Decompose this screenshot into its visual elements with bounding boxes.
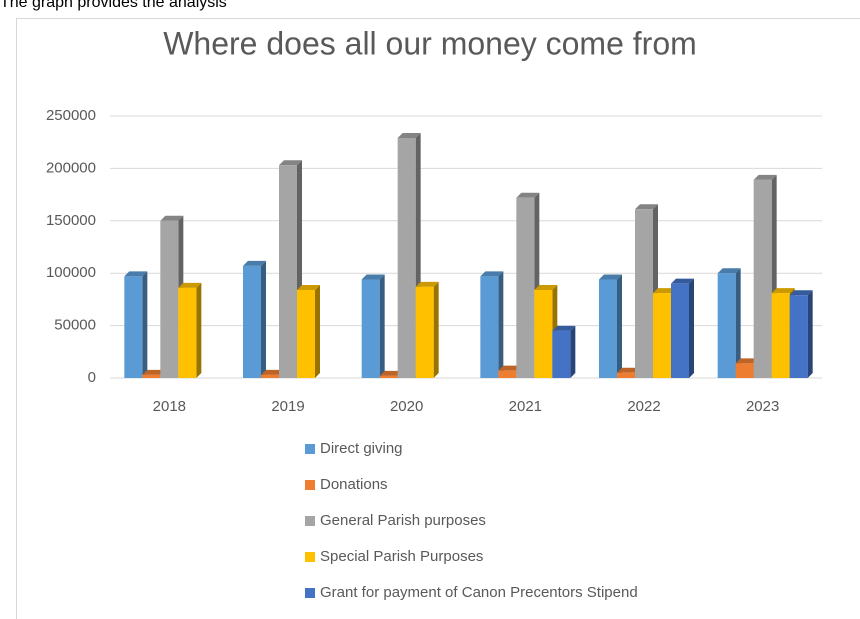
bar-top	[735, 358, 759, 364]
legend-label: Special Parish Purposes	[320, 548, 483, 565]
bar	[261, 374, 279, 378]
bar-side	[735, 268, 741, 378]
bar	[178, 287, 197, 378]
bar	[617, 372, 635, 378]
bar-top	[717, 268, 741, 274]
bar-top	[480, 271, 504, 277]
legend-swatch	[305, 444, 315, 454]
y-tick-label: 250000	[46, 107, 96, 124]
y-tick-label: 200000	[46, 159, 96, 176]
bar-top	[160, 215, 184, 221]
bar-top	[516, 192, 540, 198]
x-tick-label: 2018	[153, 398, 186, 415]
bar-top	[379, 370, 403, 376]
legend-swatch	[305, 588, 315, 598]
bar-top	[771, 288, 795, 294]
bar-side	[617, 274, 622, 378]
bar-side	[570, 325, 576, 378]
legend-swatch	[305, 480, 315, 490]
legend-swatch	[305, 516, 315, 526]
bar	[379, 375, 398, 378]
bar-side	[689, 278, 694, 378]
bar-side	[379, 274, 385, 378]
bar	[480, 276, 499, 378]
bar	[160, 220, 179, 378]
bar	[635, 209, 653, 378]
legend-label: Grant for payment of Canon Precentors St…	[320, 584, 638, 601]
y-tick-label: 150000	[46, 212, 96, 229]
bar-top	[635, 204, 658, 210]
x-tick-label: 2020	[390, 398, 423, 415]
bar-top	[753, 174, 777, 180]
x-tick-label: 2023	[746, 398, 779, 415]
legend-label: Donations	[320, 476, 388, 493]
bar-side	[142, 271, 148, 378]
bar	[717, 273, 736, 378]
bar-top	[789, 290, 813, 296]
bar	[653, 293, 671, 378]
bar-side	[261, 260, 266, 378]
bar-top	[498, 365, 522, 371]
bar-top	[279, 160, 302, 166]
bar-top	[599, 274, 622, 280]
bar	[498, 370, 517, 378]
bar-top	[617, 367, 640, 373]
bar	[599, 279, 617, 378]
bar-top	[361, 274, 385, 280]
x-tick-label: 2019	[271, 398, 304, 415]
bar-top	[534, 284, 558, 290]
bar-top	[415, 281, 439, 287]
bar-top	[297, 284, 320, 290]
caption: The graph provides the analysis	[0, 0, 227, 11]
bar-top	[671, 278, 694, 284]
legend-label: General Parish purposes	[320, 512, 486, 529]
bar	[415, 286, 434, 378]
bar-top	[552, 325, 576, 331]
x-tick-label: 2022	[627, 398, 660, 415]
bar	[771, 293, 790, 378]
bar	[552, 330, 571, 378]
y-tick-label: 100000	[46, 264, 96, 281]
x-tick-label: 2021	[509, 398, 542, 415]
bar-top	[653, 288, 676, 294]
bar-side	[807, 290, 813, 378]
bar-top	[178, 282, 202, 288]
bar	[735, 363, 754, 378]
bar-side	[315, 284, 320, 378]
bar	[243, 265, 261, 378]
bar-top	[243, 260, 266, 266]
bar-top	[124, 271, 148, 277]
bar	[516, 197, 535, 378]
bar-side	[498, 271, 504, 378]
legend-label: Direct giving	[320, 440, 403, 457]
bar	[534, 289, 553, 378]
bar	[297, 289, 315, 378]
bar	[753, 179, 772, 378]
bar	[671, 283, 689, 378]
legend-swatch	[305, 552, 315, 562]
bar-side	[196, 282, 202, 378]
bar-top	[142, 369, 166, 375]
bar	[789, 295, 808, 378]
bar-side	[433, 281, 439, 378]
bar	[397, 138, 416, 378]
bar	[124, 276, 143, 378]
bar	[142, 374, 161, 378]
bar	[361, 279, 380, 378]
bar-top	[397, 133, 421, 139]
chart-title: Where does all our money come from	[163, 25, 697, 61]
bar-top	[261, 369, 284, 375]
y-tick-label: 0	[88, 369, 96, 386]
y-tick-label: 50000	[54, 317, 96, 334]
bar	[279, 165, 297, 378]
